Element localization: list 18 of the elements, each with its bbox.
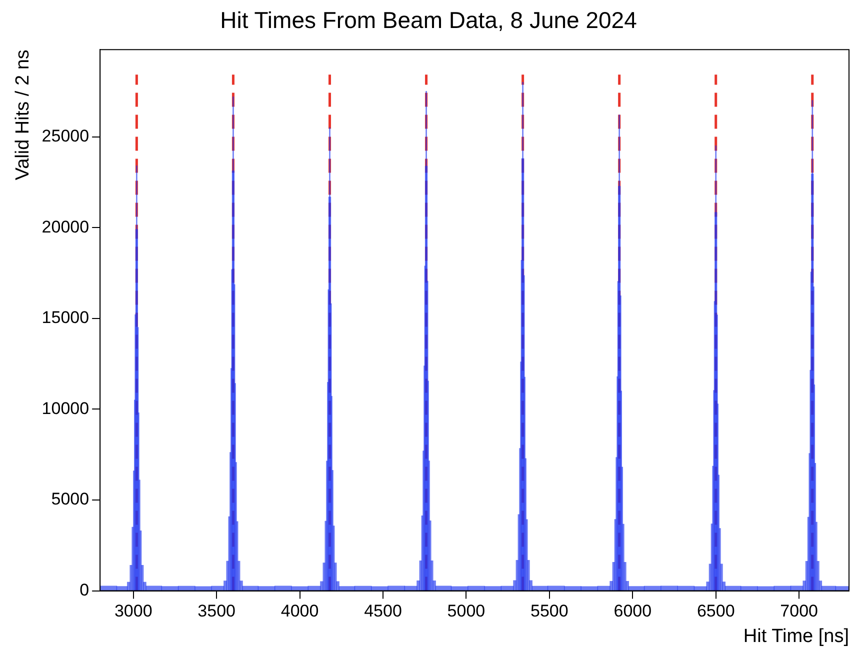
x-tick-label: 3500 (198, 602, 236, 621)
x-tick-label: 4000 (280, 602, 319, 621)
x-tick-label: 5000 (447, 602, 486, 621)
x-axis-title: Hit Time [ns] (743, 626, 849, 647)
y-tick-label: 10000 (42, 398, 90, 418)
y-tick-label: 5000 (51, 490, 90, 509)
y-axis-title: Valid Hits / 2 ns (12, 50, 34, 180)
x-tick-label: 7000 (780, 602, 818, 621)
x-tick-label: 3000 (114, 602, 152, 621)
y-tick-label: 25000 (42, 126, 90, 146)
x-tick-label: 4500 (364, 602, 402, 621)
x-tick-label: 5500 (530, 602, 568, 621)
chart-title: Hit Times From Beam Data, 8 June 2024 (220, 7, 638, 34)
y-tick-label: 15000 (42, 308, 90, 328)
y-tick-label: 20000 (42, 217, 90, 236)
x-tick-label: 6500 (696, 602, 735, 621)
y-tick-label: 0 (80, 580, 90, 600)
x-tick-label: 6000 (614, 602, 652, 621)
